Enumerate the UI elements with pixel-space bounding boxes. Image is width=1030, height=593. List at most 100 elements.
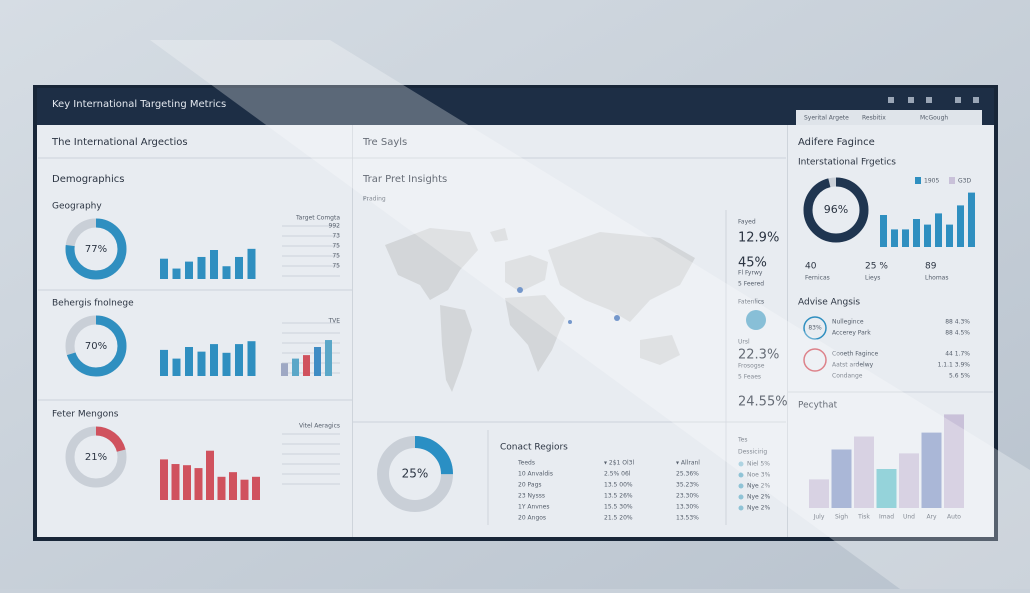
- stat: 45%: [738, 256, 767, 271]
- legend-dot: [738, 461, 744, 467]
- legend-item: Nye 2%: [747, 494, 770, 501]
- bar: [247, 248, 256, 279]
- scale-label: 75: [332, 253, 340, 260]
- world-map: [385, 228, 695, 392]
- donut-arc: [803, 177, 869, 243]
- legend-item: Nye 2%: [747, 483, 770, 490]
- bar: [222, 266, 231, 279]
- icon: [803, 316, 827, 340]
- bar: [235, 344, 243, 376]
- bar: [183, 465, 191, 500]
- bar: [194, 468, 203, 500]
- bar: [240, 479, 249, 500]
- item-line: Cooeth Fagince: [832, 351, 878, 358]
- bar: [171, 464, 180, 500]
- table-cell: 13.5 00%: [604, 482, 633, 489]
- map-marker: [517, 287, 523, 293]
- map-marker: [568, 320, 572, 324]
- table-cell: 35.23%: [676, 482, 699, 489]
- icon: [803, 348, 827, 372]
- item-line: Aatst ardelwy: [832, 362, 874, 369]
- stat: Ursl: [738, 339, 750, 346]
- icon-label: 83%: [808, 325, 822, 332]
- bar: [210, 250, 218, 279]
- window-controls[interactable]: [888, 97, 979, 103]
- tab-strip: [796, 110, 982, 125]
- tab[interactable]: Syerital Argete: [804, 115, 849, 122]
- table-cell: 13.53%: [676, 515, 699, 522]
- stat: 24.55%: [738, 395, 788, 410]
- stat: 5 Feaes: [738, 374, 761, 381]
- section-title: Advise Angsis: [798, 298, 860, 308]
- bar: [880, 215, 887, 247]
- legend-dot: [738, 483, 744, 489]
- bar: [217, 476, 226, 500]
- bar: [229, 472, 237, 500]
- bar: [247, 341, 256, 376]
- stat-value: 40: [805, 262, 817, 272]
- x-tick-label: Auto: [947, 514, 961, 521]
- table-cell: 15.5 30%: [604, 504, 633, 511]
- x-tick-label: Und: [903, 514, 915, 521]
- bar: [281, 363, 288, 376]
- bar: [160, 459, 168, 500]
- bar: [210, 344, 218, 376]
- legend-dot: [738, 505, 744, 511]
- donut-arc: [65, 315, 127, 377]
- bar: [944, 414, 964, 508]
- bar: [957, 205, 964, 247]
- section-title: Trar Pret Insights: [362, 174, 447, 185]
- legend-item: Noe 3%: [747, 472, 771, 479]
- stat: 22.3%: [738, 348, 779, 363]
- bar: [185, 347, 193, 376]
- bar: [160, 349, 168, 376]
- donut-arc: [377, 436, 453, 512]
- item-line: Condange: [832, 373, 863, 380]
- legend-subtitle: Dessicirig: [738, 449, 767, 456]
- item-value: 88 4.3%: [945, 319, 970, 326]
- bar: [913, 219, 920, 247]
- tab[interactable]: Resbitix: [862, 115, 886, 122]
- table-cell: 25.36%: [676, 471, 699, 478]
- map-marker: [614, 315, 620, 321]
- table-cell: 20 Pags: [518, 482, 542, 489]
- item-value: 88 4.5%: [945, 330, 970, 337]
- bar: [935, 213, 942, 247]
- subtitle: Prading: [363, 196, 386, 203]
- x-tick-label: Sigh: [835, 514, 848, 521]
- stat-label: Lieys: [865, 275, 880, 282]
- section-title: Demographics: [52, 174, 124, 185]
- bar: [968, 192, 975, 247]
- panel-header: Adifere Fagince: [798, 137, 875, 148]
- column-header: ▾ Allranl: [676, 460, 700, 467]
- donut-arc: [65, 218, 127, 280]
- bar: [172, 358, 181, 376]
- stat-value: 89: [925, 262, 937, 272]
- bar: [197, 256, 206, 279]
- legend-dot: [738, 472, 744, 478]
- stat-icon: [746, 310, 766, 330]
- table-cell: 1Y Anvnes: [518, 504, 549, 511]
- legend-item: Nye 2%: [747, 505, 770, 512]
- bar: [924, 224, 931, 247]
- stat: Fl Fyrwy: [738, 270, 763, 277]
- bar: [809, 479, 829, 508]
- section-title: Conact Regiors: [500, 443, 568, 453]
- bar: [292, 358, 299, 376]
- item-value: 44 1.7%: [945, 351, 970, 358]
- panel-title: Behergis fnolnege: [52, 299, 134, 309]
- bar: [235, 256, 243, 279]
- panel-header: Tre Sayls: [362, 137, 407, 148]
- bar: [314, 347, 321, 376]
- tab[interactable]: McGough: [920, 115, 948, 122]
- table-cell: 20 Angos: [518, 515, 546, 522]
- bar: [831, 449, 852, 508]
- item-value: 1.1.1 3.9%: [938, 362, 971, 369]
- bar: [197, 351, 206, 376]
- table-cell: 2.5% 06l: [604, 471, 631, 478]
- panel-title: Geography: [52, 202, 102, 212]
- donut-label: 25%: [402, 467, 429, 481]
- scale-label: 75: [332, 263, 340, 270]
- bar: [854, 436, 874, 508]
